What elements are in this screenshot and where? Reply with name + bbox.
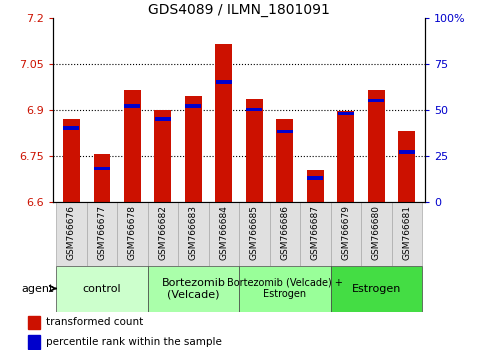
- Bar: [398, 131, 415, 202]
- Text: agent: agent: [21, 284, 54, 293]
- Text: Bortezomib (Velcade) +
Estrogen: Bortezomib (Velcade) + Estrogen: [227, 278, 343, 299]
- Bar: [277, 130, 293, 133]
- Text: GSM766678: GSM766678: [128, 205, 137, 260]
- Bar: [56, 266, 148, 312]
- Bar: [148, 266, 239, 312]
- Text: GSM766683: GSM766683: [189, 205, 198, 260]
- Text: GSM766687: GSM766687: [311, 205, 320, 260]
- Bar: [246, 108, 262, 112]
- Bar: [338, 111, 354, 202]
- Bar: [392, 202, 422, 266]
- Bar: [276, 119, 293, 202]
- Bar: [63, 126, 79, 130]
- Text: GSM766686: GSM766686: [280, 205, 289, 260]
- Bar: [246, 99, 263, 202]
- Bar: [148, 202, 178, 266]
- Bar: [399, 150, 415, 154]
- Bar: [209, 202, 239, 266]
- Bar: [94, 167, 110, 170]
- Text: GSM766682: GSM766682: [158, 205, 168, 260]
- Text: GSM766679: GSM766679: [341, 205, 350, 260]
- Text: GSM766684: GSM766684: [219, 205, 228, 260]
- Bar: [270, 202, 300, 266]
- Text: control: control: [83, 284, 121, 293]
- Bar: [178, 202, 209, 266]
- Bar: [216, 80, 232, 84]
- Text: GSM766681: GSM766681: [402, 205, 411, 260]
- Text: GSM766677: GSM766677: [98, 205, 106, 260]
- Bar: [155, 117, 171, 121]
- Text: GSM766680: GSM766680: [372, 205, 381, 260]
- Title: GDS4089 / ILMN_1801091: GDS4089 / ILMN_1801091: [148, 3, 330, 17]
- Bar: [124, 90, 141, 202]
- Bar: [28, 335, 40, 349]
- Bar: [125, 104, 141, 108]
- Bar: [28, 316, 40, 329]
- Bar: [155, 110, 171, 202]
- Bar: [307, 176, 323, 179]
- Bar: [94, 154, 110, 202]
- Bar: [239, 266, 330, 312]
- Bar: [86, 202, 117, 266]
- Bar: [338, 112, 354, 115]
- Bar: [307, 170, 324, 202]
- Text: percentile rank within the sample: percentile rank within the sample: [46, 337, 222, 347]
- Bar: [185, 104, 201, 108]
- Text: Bortezomib
(Velcade): Bortezomib (Velcade): [161, 278, 225, 299]
- Bar: [117, 202, 148, 266]
- Text: GSM766685: GSM766685: [250, 205, 259, 260]
- Bar: [63, 119, 80, 202]
- Bar: [361, 202, 392, 266]
- Bar: [185, 96, 202, 202]
- Text: GSM766676: GSM766676: [67, 205, 76, 260]
- Text: Estrogen: Estrogen: [352, 284, 401, 293]
- Bar: [300, 202, 330, 266]
- Bar: [368, 90, 384, 202]
- Text: transformed count: transformed count: [46, 318, 143, 327]
- Bar: [56, 202, 86, 266]
- Bar: [239, 202, 270, 266]
- Bar: [330, 202, 361, 266]
- Bar: [369, 99, 384, 102]
- Bar: [215, 44, 232, 202]
- Bar: [330, 266, 422, 312]
